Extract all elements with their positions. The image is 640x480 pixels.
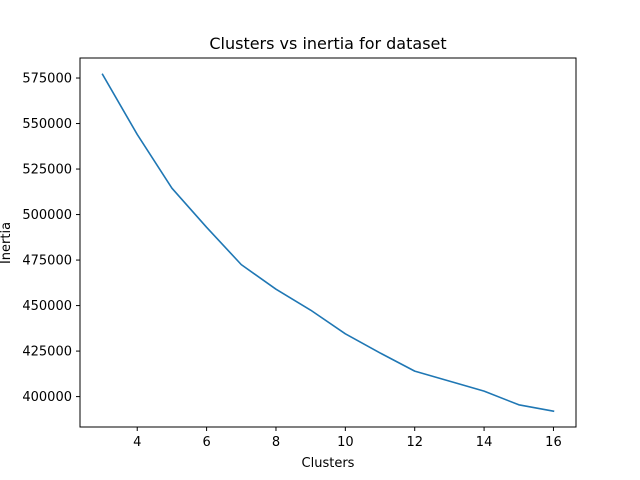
y-tick-label: 525000 xyxy=(22,163,72,178)
chart-title: Clusters vs inertia for dataset xyxy=(209,34,446,53)
y-tick-label: 400000 xyxy=(22,390,72,405)
y-tick-label: 425000 xyxy=(22,345,72,360)
y-tick-label: 500000 xyxy=(22,208,72,223)
series-layer xyxy=(101,73,555,413)
series-line xyxy=(101,73,555,413)
x-tick-label: 4 xyxy=(133,435,141,450)
x-axis-label: Clusters xyxy=(302,456,355,471)
ticks-layer: 4 6 8 10 12 14 16 400000 425000 450000 475000 50000… xyxy=(22,72,561,450)
y-tick-label: 475000 xyxy=(22,254,72,269)
x-tick-label: 6 xyxy=(202,435,210,450)
x-tick-label: 12 xyxy=(406,435,423,450)
y-axis-label: Inertia xyxy=(0,222,14,264)
plot-frame xyxy=(79,57,577,428)
x-tick-label: 10 xyxy=(337,435,354,450)
x-tick-label: 14 xyxy=(476,435,493,450)
y-tick-label: 575000 xyxy=(22,72,72,87)
plot-background xyxy=(80,58,576,427)
x-tick-label: 8 xyxy=(272,435,280,450)
y-tick-label: 550000 xyxy=(22,117,72,132)
y-tick-label: 450000 xyxy=(22,299,72,314)
x-tick-label: 16 xyxy=(545,435,562,450)
